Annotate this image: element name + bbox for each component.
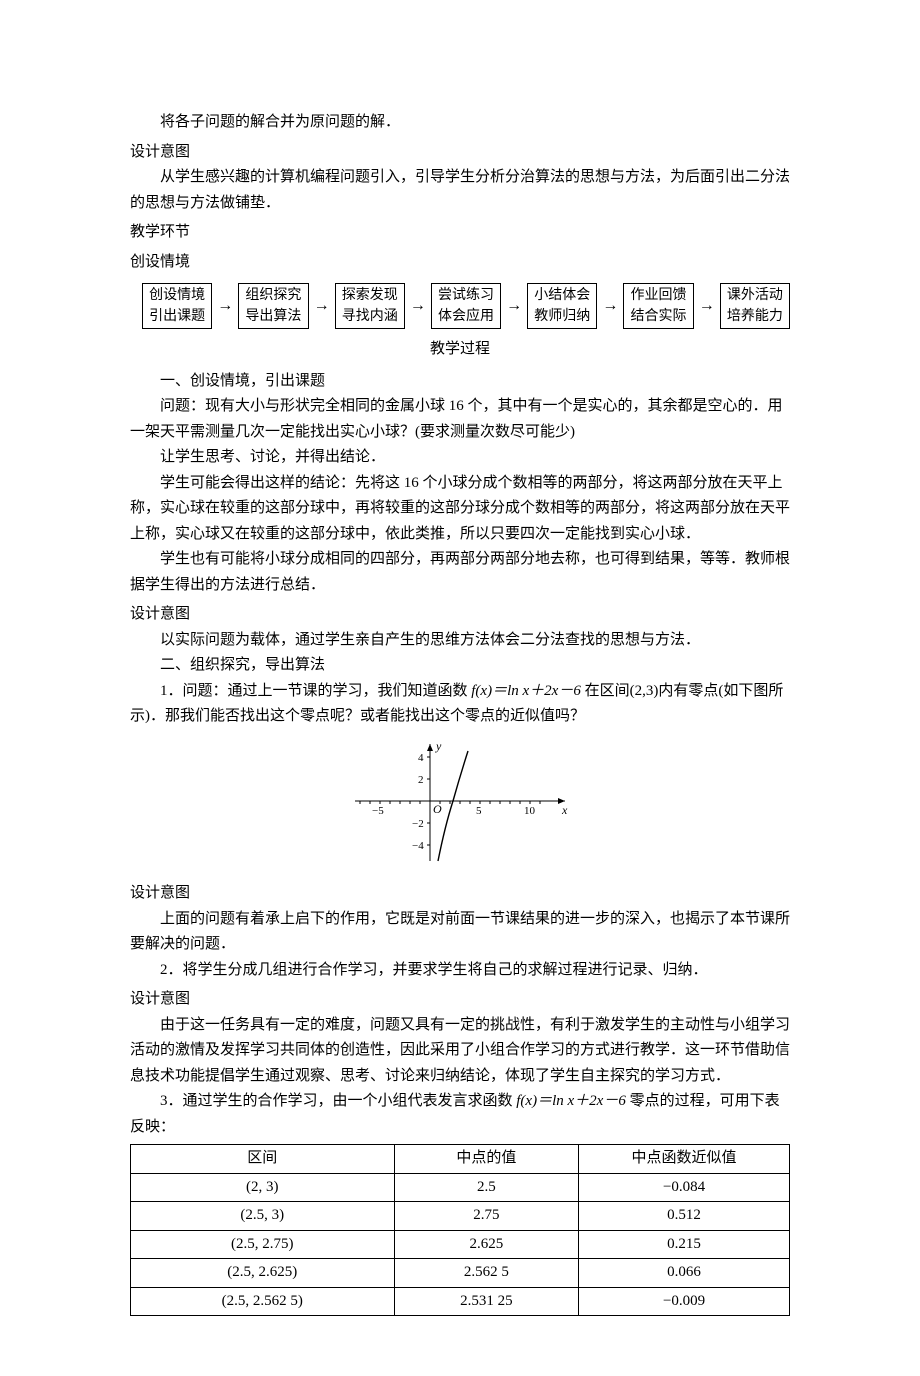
th-fvalue: 中点函数近似值: [579, 1145, 790, 1174]
section2-p2: 1．问题：通过上一节课的学习，我们知道函数 f(x)＝ln x＋2x－6 在区间…: [130, 679, 790, 730]
flow-box-6-l2: 结合实际: [626, 306, 690, 327]
process-p1: 问题：现有大小与形状完全相同的金属小球 16 个，其中有一个是实心的，其余都是空…: [130, 394, 790, 445]
cell-interval: (2.5, 2.562 5): [131, 1287, 395, 1316]
flow-box-2: 组织探究 导出算法: [238, 283, 308, 329]
arrow-icon: →: [409, 292, 427, 319]
table-row: (2.5, 2.562 5) 2.531 25 −0.009: [131, 1287, 790, 1316]
flow-box-2-l1: 组织探究: [241, 285, 305, 306]
flow-box-7: 课外活动 培养能力: [720, 283, 790, 329]
xtick-10: 10: [524, 805, 536, 817]
flow-box-1-l1: 创设情境: [145, 285, 209, 306]
section3-p2: 2．将学生分成几组进行合作学习，并要求学生将自己的求解过程进行记录、归纳．: [130, 958, 790, 984]
section4-p1: 由于这一任务具有一定的难度，问题又具有一定的挑战性，有利于激发学生的主动性与小组…: [130, 1013, 790, 1090]
process-p2: 让学生思考、讨论，并得出结论．: [130, 445, 790, 471]
design-intent-p1: 从学生感兴趣的计算机编程问题引入，引导学生分析分治算法的思想与方法，为后面引出二…: [130, 165, 790, 216]
xtick-5: 5: [476, 805, 482, 817]
table-row: (2, 3) 2.5 −0.084: [131, 1173, 790, 1202]
cell-mid: 2.625: [394, 1230, 579, 1259]
xtick-n5: −5: [372, 805, 384, 817]
flow-box-3-l2: 寻找内涵: [338, 306, 402, 327]
cell-mid: 2.562 5: [394, 1259, 579, 1288]
cell-interval: (2.5, 2.75): [131, 1230, 395, 1259]
ytick-4: 4: [418, 752, 424, 764]
ytick-n4: −4: [412, 840, 424, 852]
s4-p2-pre: 3．通过学生的合作学习，由一个小组代表发言求函数: [160, 1093, 516, 1109]
intro-line: 将各子问题的解合并为原问题的解．: [130, 110, 790, 136]
flow-box-7-l1: 课外活动: [723, 285, 787, 306]
table-row: (2.5, 2.75) 2.625 0.215: [131, 1230, 790, 1259]
flow-box-7-l2: 培养能力: [723, 306, 787, 327]
cell-mid: 2.5: [394, 1173, 579, 1202]
flow-box-1-l2: 引出课题: [145, 306, 209, 327]
p2-func: f(x)＝ln x＋2x－6: [471, 683, 581, 699]
table-row: (2.5, 2.625) 2.562 5 0.066: [131, 1259, 790, 1288]
design-intent-heading-4: 设计意图: [130, 987, 790, 1013]
flow-box-3-l1: 探索发现: [338, 285, 402, 306]
cell-mid: 2.75: [394, 1202, 579, 1231]
flow-box-4-l1: 尝试练习: [434, 285, 498, 306]
flow-box-2-l2: 导出算法: [241, 306, 305, 327]
s4-p2-func: f(x)＝ln x＋2x－6: [516, 1093, 626, 1109]
arrow-icon: →: [698, 292, 716, 319]
cell-mid: 2.531 25: [394, 1287, 579, 1316]
cell-fval: −0.084: [579, 1173, 790, 1202]
cell-fval: 0.215: [579, 1230, 790, 1259]
design-intent-heading-2: 设计意图: [130, 602, 790, 628]
function-graph: y x O 4 2 −2 −4 −5 5 10: [130, 736, 790, 876]
arrow-icon: →: [216, 292, 234, 319]
cell-fval: 0.066: [579, 1259, 790, 1288]
flow-diagram: 创设情境 引出课题 → 组织探究 导出算法 → 探索发现 寻找内涵 → 尝试练习…: [142, 283, 790, 329]
ytick-2: 2: [418, 774, 424, 786]
flow-box-4: 尝试练习 体会应用: [431, 283, 501, 329]
flow-box-6: 作业回馈 结合实际: [623, 283, 693, 329]
design-intent-heading-1: 设计意图: [130, 140, 790, 166]
arrow-icon: →: [505, 292, 523, 319]
create-context-heading: 创设情境: [130, 250, 790, 276]
th-midpoint: 中点的值: [394, 1145, 579, 1174]
section2-h2: 二、组织探究，导出算法: [130, 653, 790, 679]
cell-fval: −0.009: [579, 1287, 790, 1316]
section2-p1: 以实际问题为载体，通过学生亲自产生的思维方法体会二分法查找的思想与方法．: [130, 628, 790, 654]
cell-interval: (2.5, 2.625): [131, 1259, 395, 1288]
bisection-table: 区间 中点的值 中点函数近似值 (2, 3) 2.5 −0.084 (2.5, …: [130, 1144, 790, 1316]
process-title: 教学过程: [130, 337, 790, 363]
section3-p1: 上面的问题有着承上启下的作用，它既是对前面一节课结果的进一步的深入，也揭示了本节…: [130, 907, 790, 958]
table-row: (2.5, 3) 2.75 0.512: [131, 1202, 790, 1231]
process-p4: 学生也有可能将小球分成相同的四部分，再两部分两部分地去称，也可得到结果，等等．教…: [130, 547, 790, 598]
ytick-n2: −2: [412, 818, 424, 830]
p2-pre: 1．问题：通过上一节课的学习，我们知道函数: [160, 683, 471, 699]
process-h1: 一、创设情境，引出课题: [130, 369, 790, 395]
flow-box-1: 创设情境 引出课题: [142, 283, 212, 329]
y-axis-label: y: [435, 739, 442, 753]
flow-box-5: 小结体会 教师归纳: [527, 283, 597, 329]
section4-p2: 3．通过学生的合作学习，由一个小组代表发言求函数 f(x)＝ln x＋2x－6 …: [130, 1089, 790, 1140]
arrow-icon: →: [601, 292, 619, 319]
origin-label: O: [433, 802, 442, 816]
cell-fval: 0.512: [579, 1202, 790, 1231]
flow-box-5-l2: 教师归纳: [530, 306, 594, 327]
teaching-segment-heading: 教学环节: [130, 220, 790, 246]
flow-box-5-l1: 小结体会: [530, 285, 594, 306]
th-interval: 区间: [131, 1145, 395, 1174]
flow-box-6-l1: 作业回馈: [626, 285, 690, 306]
design-intent-heading-3: 设计意图: [130, 881, 790, 907]
process-p3: 学生可能会得出这样的结论：先将这 16 个小球分成个数相等的两部分，将这两部分放…: [130, 471, 790, 548]
arrow-icon: →: [313, 292, 331, 319]
table-header-row: 区间 中点的值 中点函数近似值: [131, 1145, 790, 1174]
cell-interval: (2, 3): [131, 1173, 395, 1202]
flow-box-3: 探索发现 寻找内涵: [335, 283, 405, 329]
flow-box-4-l2: 体会应用: [434, 306, 498, 327]
x-axis-label: x: [561, 803, 568, 817]
cell-interval: (2.5, 3): [131, 1202, 395, 1231]
